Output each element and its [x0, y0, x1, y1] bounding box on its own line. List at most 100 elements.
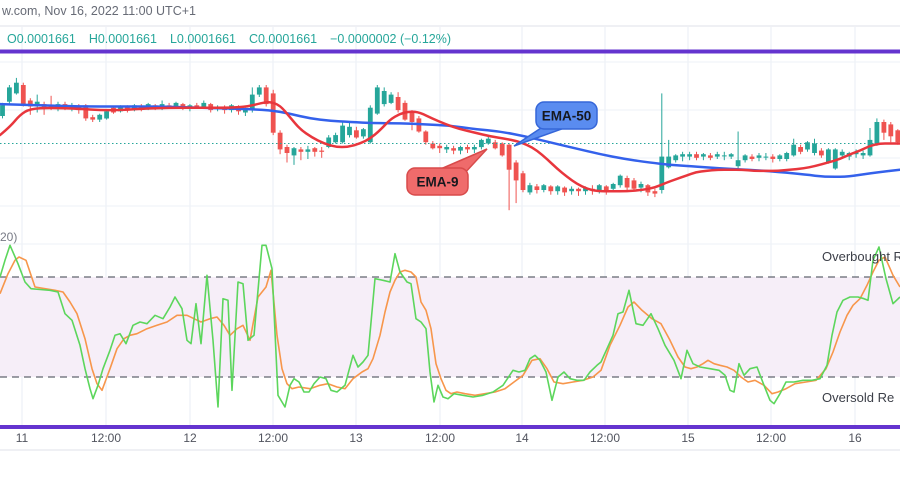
stoch-band	[0, 277, 900, 377]
candle-body	[243, 108, 248, 113]
candle-body	[423, 131, 429, 143]
candle-body	[333, 135, 338, 143]
candle-body	[437, 145, 443, 149]
candle-body	[409, 112, 415, 122]
stoch-k-line[interactable]	[0, 244, 900, 408]
candle-body	[812, 143, 817, 153]
candle-body	[624, 178, 630, 188]
purple-line-top[interactable]	[0, 49, 900, 54]
time-axis-label: 12:00	[90, 431, 122, 445]
candle-body	[291, 148, 297, 156]
candle-body	[326, 137, 332, 147]
candle-body	[374, 87, 380, 114]
candle-body	[569, 188, 574, 192]
candle-body	[465, 147, 470, 150]
time-axis-label: 12	[183, 431, 197, 445]
candle-body	[666, 156, 672, 168]
candle-body	[451, 148, 456, 151]
candle-body	[492, 142, 498, 149]
candle-body	[832, 149, 838, 169]
chart-info-line: w.com, Nov 16, 2022 11:00 UTC+1	[2, 4, 196, 18]
candle-body	[673, 155, 679, 161]
candle-body	[839, 151, 845, 156]
candle-body	[90, 117, 96, 120]
candle-body	[444, 147, 450, 150]
ema9-callout-label: EMA-9	[416, 175, 458, 190]
candle-body	[659, 156, 665, 190]
candle-body	[270, 93, 276, 133]
candle-body	[263, 87, 269, 105]
candle-body	[277, 132, 283, 150]
candle-body	[499, 143, 505, 156]
candle-body	[472, 147, 477, 150]
candle-body	[367, 107, 373, 143]
candle-body	[638, 184, 644, 188]
ema50-callout-label: EMA-50	[542, 109, 592, 124]
overbought-region-label: Overbought R	[822, 249, 900, 264]
candle-body	[14, 82, 19, 94]
ema50-callout[interactable]	[535, 101, 598, 130]
candle-body	[104, 111, 109, 119]
time-axis-label: 12:00	[424, 431, 456, 445]
candle-body	[319, 150, 325, 152]
candle-body	[381, 91, 387, 105]
candle-body	[652, 191, 658, 194]
stoch-d-line[interactable]	[0, 256, 900, 397]
ohlc-high: H0.0001661	[88, 32, 157, 46]
candle-body	[506, 144, 512, 170]
candle-body	[555, 186, 561, 192]
time-axis-label: 12:00	[589, 431, 621, 445]
candle-body	[777, 155, 783, 159]
time-axis-label: 11	[15, 431, 29, 445]
candle-body	[763, 156, 769, 158]
candle-body	[576, 188, 581, 192]
candle-body	[520, 173, 526, 190]
candle-body	[541, 185, 547, 190]
candle-body	[742, 155, 748, 161]
ema9-line[interactable]	[0, 100, 900, 193]
ohlc-readout: O0.0001661 H0.0001661 L0.0001661 C0.0001…	[7, 32, 451, 46]
candle-body	[888, 124, 894, 137]
candle-body	[27, 100, 33, 107]
stoch-indicator-label: 20)	[0, 230, 18, 244]
candle-body	[596, 185, 602, 190]
candle-body	[125, 106, 130, 111]
candle-body	[527, 185, 533, 193]
ema50-line[interactable]	[0, 102, 900, 179]
candle-body	[173, 102, 179, 107]
candle-body	[728, 154, 734, 157]
ohlc-open: O0.0001661	[7, 32, 76, 46]
time-axis-label: 16	[848, 431, 862, 445]
candle-body	[798, 147, 803, 152]
candle-body	[860, 153, 866, 156]
ema9-callout[interactable]	[406, 167, 469, 196]
candle-body	[895, 130, 900, 143]
purple-line-bottom[interactable]	[0, 425, 900, 429]
candle-body	[256, 87, 262, 95]
ohlc-low: L0.0001661	[169, 32, 236, 46]
candle-body	[513, 162, 519, 181]
candle-body	[631, 180, 637, 189]
candle-body	[180, 104, 186, 108]
candle-body	[97, 114, 103, 120]
candle-body	[388, 94, 394, 103]
time-axis-label: 12:00	[755, 431, 787, 445]
candle-body	[284, 147, 290, 153]
time-axis-label: 13	[349, 431, 363, 445]
candle-body	[770, 156, 776, 159]
candle-body	[867, 139, 873, 156]
candle-body	[395, 97, 401, 111]
candle-body	[735, 160, 741, 167]
candle-body	[20, 85, 26, 106]
candle-body	[694, 154, 699, 158]
time-axis-label: 14	[515, 431, 529, 445]
time-axis-label: 12:00	[257, 431, 289, 445]
candle-body	[194, 105, 200, 107]
candle-body	[805, 142, 810, 150]
time-axis-label: 15	[681, 431, 695, 445]
candle-body	[701, 154, 706, 157]
candle-body	[534, 186, 540, 190]
candle-body	[7, 87, 12, 102]
candle-body	[298, 149, 304, 152]
